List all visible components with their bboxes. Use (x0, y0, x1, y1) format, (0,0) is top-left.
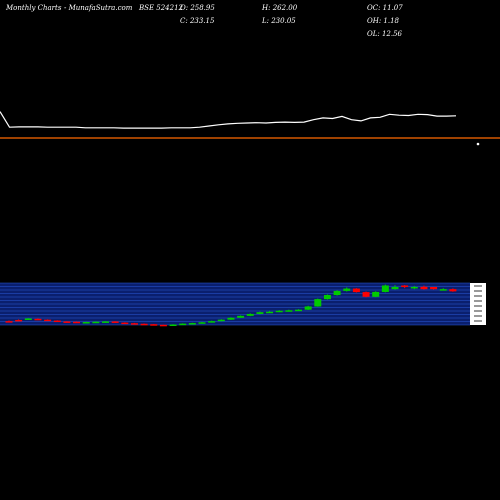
candle-up (188, 323, 196, 325)
candle-up (285, 310, 293, 312)
candle-down (130, 323, 138, 325)
candle-up (246, 313, 254, 316)
candle-up (82, 322, 90, 324)
candle-up (372, 291, 380, 297)
candle-up (333, 290, 341, 296)
candle-up (295, 309, 302, 312)
candle-up (102, 321, 109, 323)
candle-up (179, 323, 187, 326)
candle-up (24, 318, 32, 320)
candle-up (391, 286, 399, 290)
high-value: H: 262.00 (262, 4, 298, 12)
candle-up (92, 321, 100, 324)
close-value: C: 233.15 (180, 17, 215, 25)
candle-up (323, 295, 331, 300)
site-name: - MunafaSutra.com (64, 4, 133, 12)
oh-value: OH: 1.18 (367, 17, 400, 25)
candle-down (111, 321, 119, 323)
candle-down (53, 320, 61, 323)
candle-down (352, 288, 360, 293)
candle-up (169, 324, 177, 327)
candle-down (362, 292, 370, 297)
candle-up (208, 321, 216, 323)
candle-down (430, 286, 438, 290)
symbol-label: BSE 524212 (139, 4, 183, 12)
candle-down (15, 319, 23, 322)
candle-up (198, 322, 206, 324)
candle-up (410, 286, 418, 289)
candle-down (34, 318, 42, 321)
candle-up (304, 306, 312, 310)
price-axis-strip-bg (470, 283, 486, 325)
candle-up (275, 310, 283, 313)
candle-down (420, 286, 428, 290)
candle-down (449, 289, 457, 292)
candle-up (343, 288, 351, 291)
candle-down (73, 321, 81, 324)
candle-panel-background (0, 282, 470, 326)
price-line-panel (0, 111, 500, 146)
candle-down (121, 322, 129, 325)
candle-up (314, 299, 322, 307)
open-value: O: 258.95 (180, 4, 215, 12)
candle-up (266, 311, 274, 314)
candle-up (381, 285, 389, 292)
candle-down (140, 323, 148, 326)
low-value: L: 230.05 (262, 17, 296, 25)
candle-down (44, 319, 52, 322)
candle-down (5, 321, 13, 323)
candlestick-series (5, 284, 457, 327)
oc-value: OC: 11.07 (367, 4, 403, 12)
candle-down (159, 324, 167, 327)
candle-up (237, 315, 245, 318)
candle-down (63, 321, 71, 323)
price-line (0, 111, 457, 129)
candle-up (439, 289, 447, 291)
candle-down (401, 285, 409, 287)
candle-up (256, 312, 264, 314)
candle-up (217, 319, 225, 322)
price-axis-strip (470, 283, 486, 325)
last-price-marker (476, 142, 480, 146)
candle-up (227, 317, 235, 320)
candle-down (150, 324, 158, 326)
chart-period-label: Monthly Charts (6, 4, 62, 12)
ol-value: OL: 12.56 (367, 30, 403, 38)
